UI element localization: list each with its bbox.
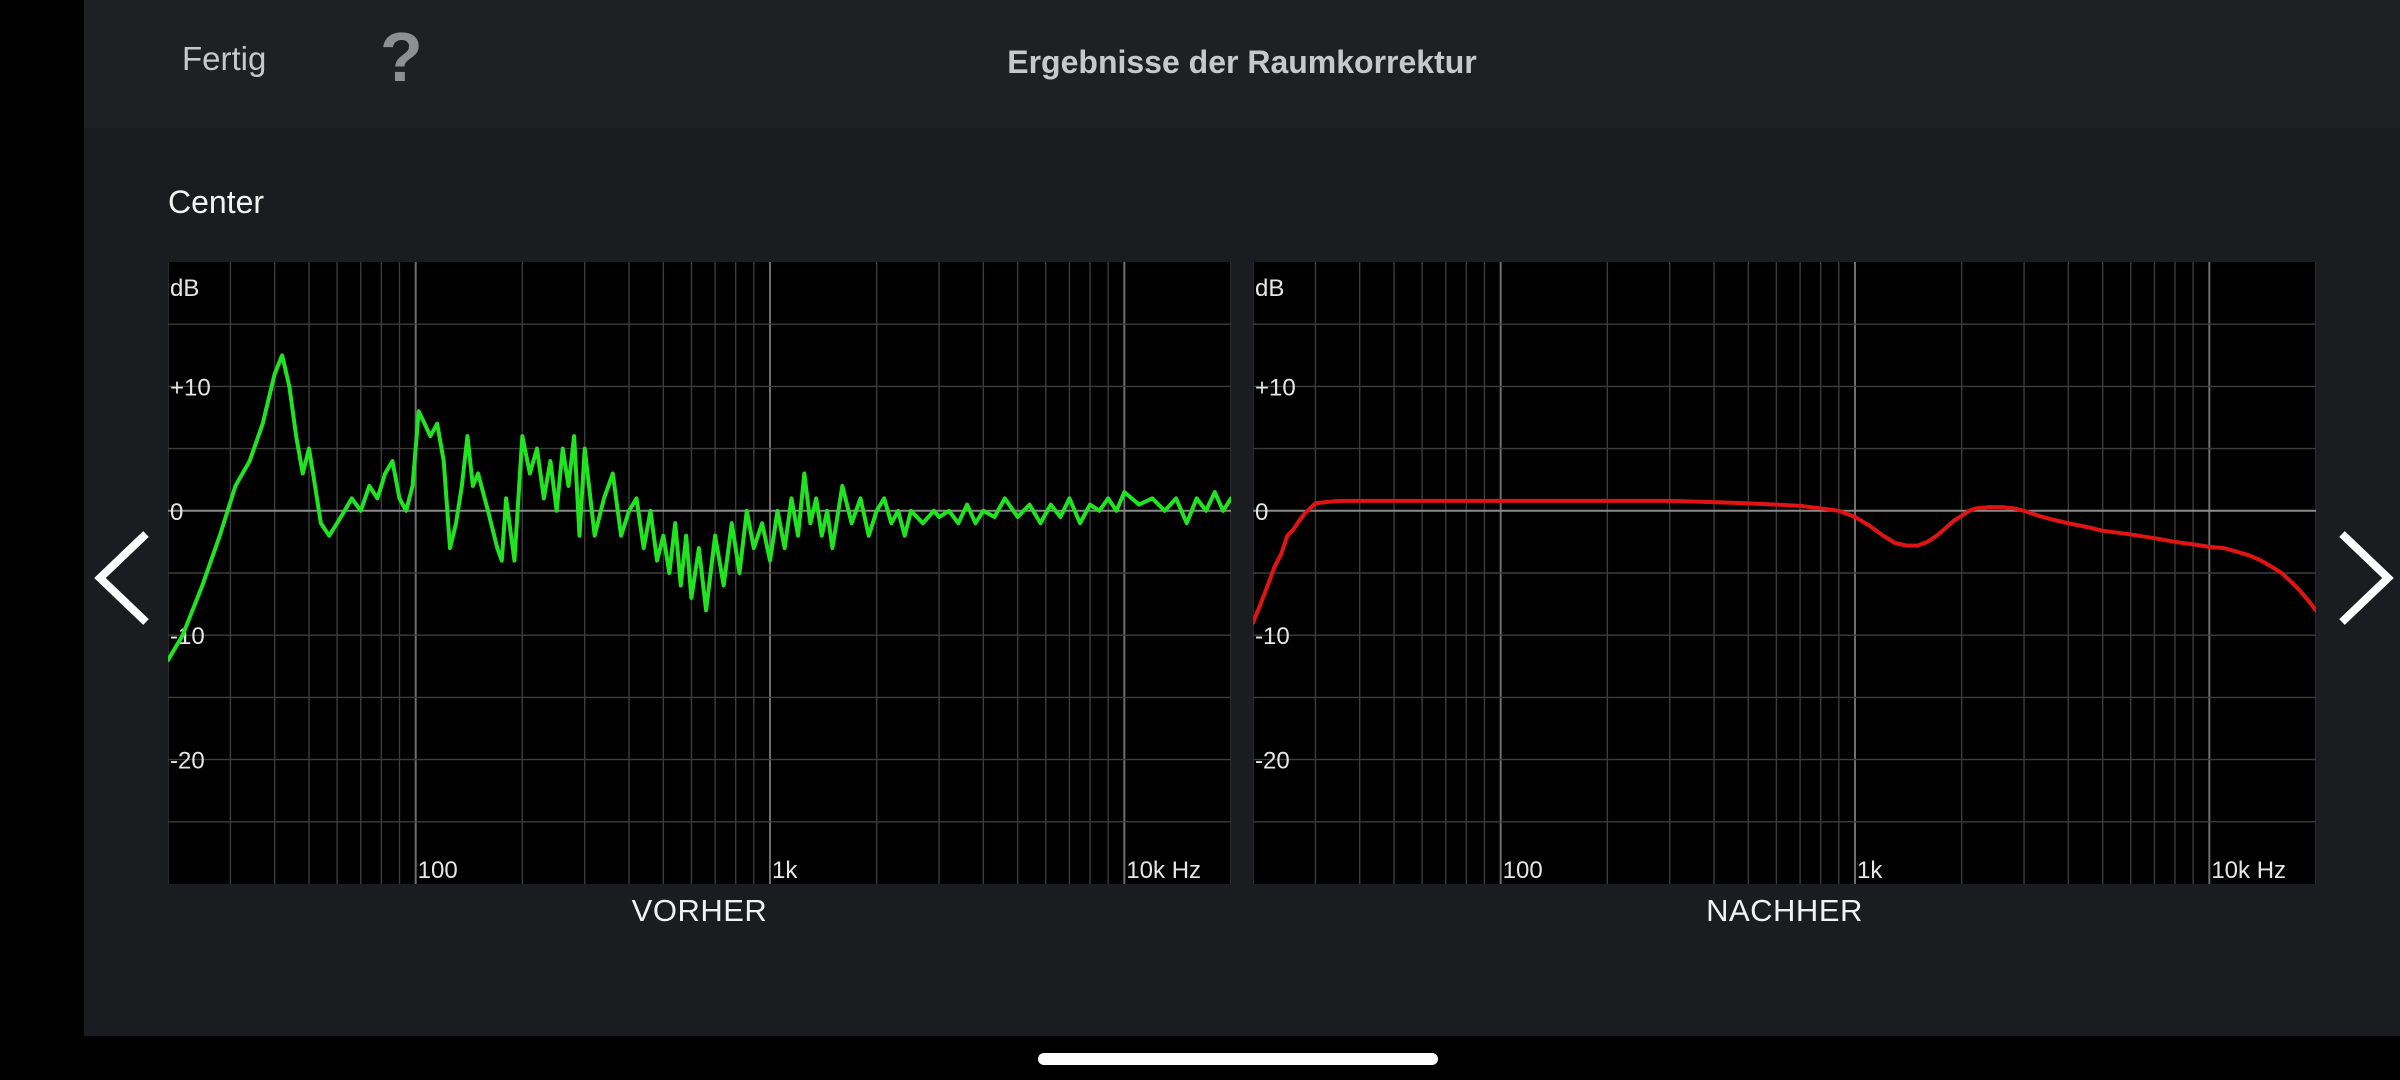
y-tick-label: 0: [170, 499, 183, 526]
y-tick-label: -20: [170, 748, 205, 775]
y-axis-label: dB: [1255, 275, 1284, 302]
x-tick-label: 100: [1503, 857, 1543, 884]
y-axis-label: dB: [170, 275, 199, 302]
y-tick-label: -10: [1255, 623, 1290, 650]
chart-before: dB +10 0 -10 -20 100 1k 10k Hz: [168, 262, 1231, 884]
chevron-left-icon[interactable]: [90, 528, 160, 628]
y-tick-label: +10: [170, 374, 211, 401]
top-bar: Fertig ? Ergebnisse der Raumkorrektur: [84, 0, 2400, 128]
page-title: Ergebnisse der Raumkorrektur: [1007, 44, 1477, 80]
y-tick-label: 0: [1255, 499, 1268, 526]
home-indicator: [1038, 1053, 1438, 1065]
y-tick-label: -20: [1255, 748, 1290, 775]
chart-after: dB +10 0 -10 -20 100 1k 10k Hz: [1253, 262, 2316, 884]
y-tick-label: +10: [1255, 374, 1296, 401]
x-tick-label: 1k: [772, 857, 798, 884]
x-tick-label: 10k Hz: [2211, 857, 2286, 884]
chart-after-plot: dB +10 0 -10 -20 100 1k 10k Hz: [1253, 262, 2316, 884]
done-button[interactable]: Fertig: [182, 40, 267, 77]
after-response-curve: [1253, 498, 2316, 625]
chevron-right-icon[interactable]: [2328, 528, 2398, 628]
x-tick-label: 10k Hz: [1126, 857, 1201, 884]
chart-after-caption: NACHHER: [1706, 893, 1863, 928]
x-tick-label: 100: [418, 857, 458, 884]
chart-before-caption: VORHER: [631, 893, 768, 928]
before-response-curve: [168, 353, 1231, 663]
x-tick-label: 1k: [1857, 857, 1883, 884]
app-window: Fertig ? Ergebnisse der Raumkorrektur Ce…: [84, 0, 2400, 1036]
help-icon[interactable]: ?: [380, 18, 423, 96]
channel-name: Center: [168, 184, 265, 220]
